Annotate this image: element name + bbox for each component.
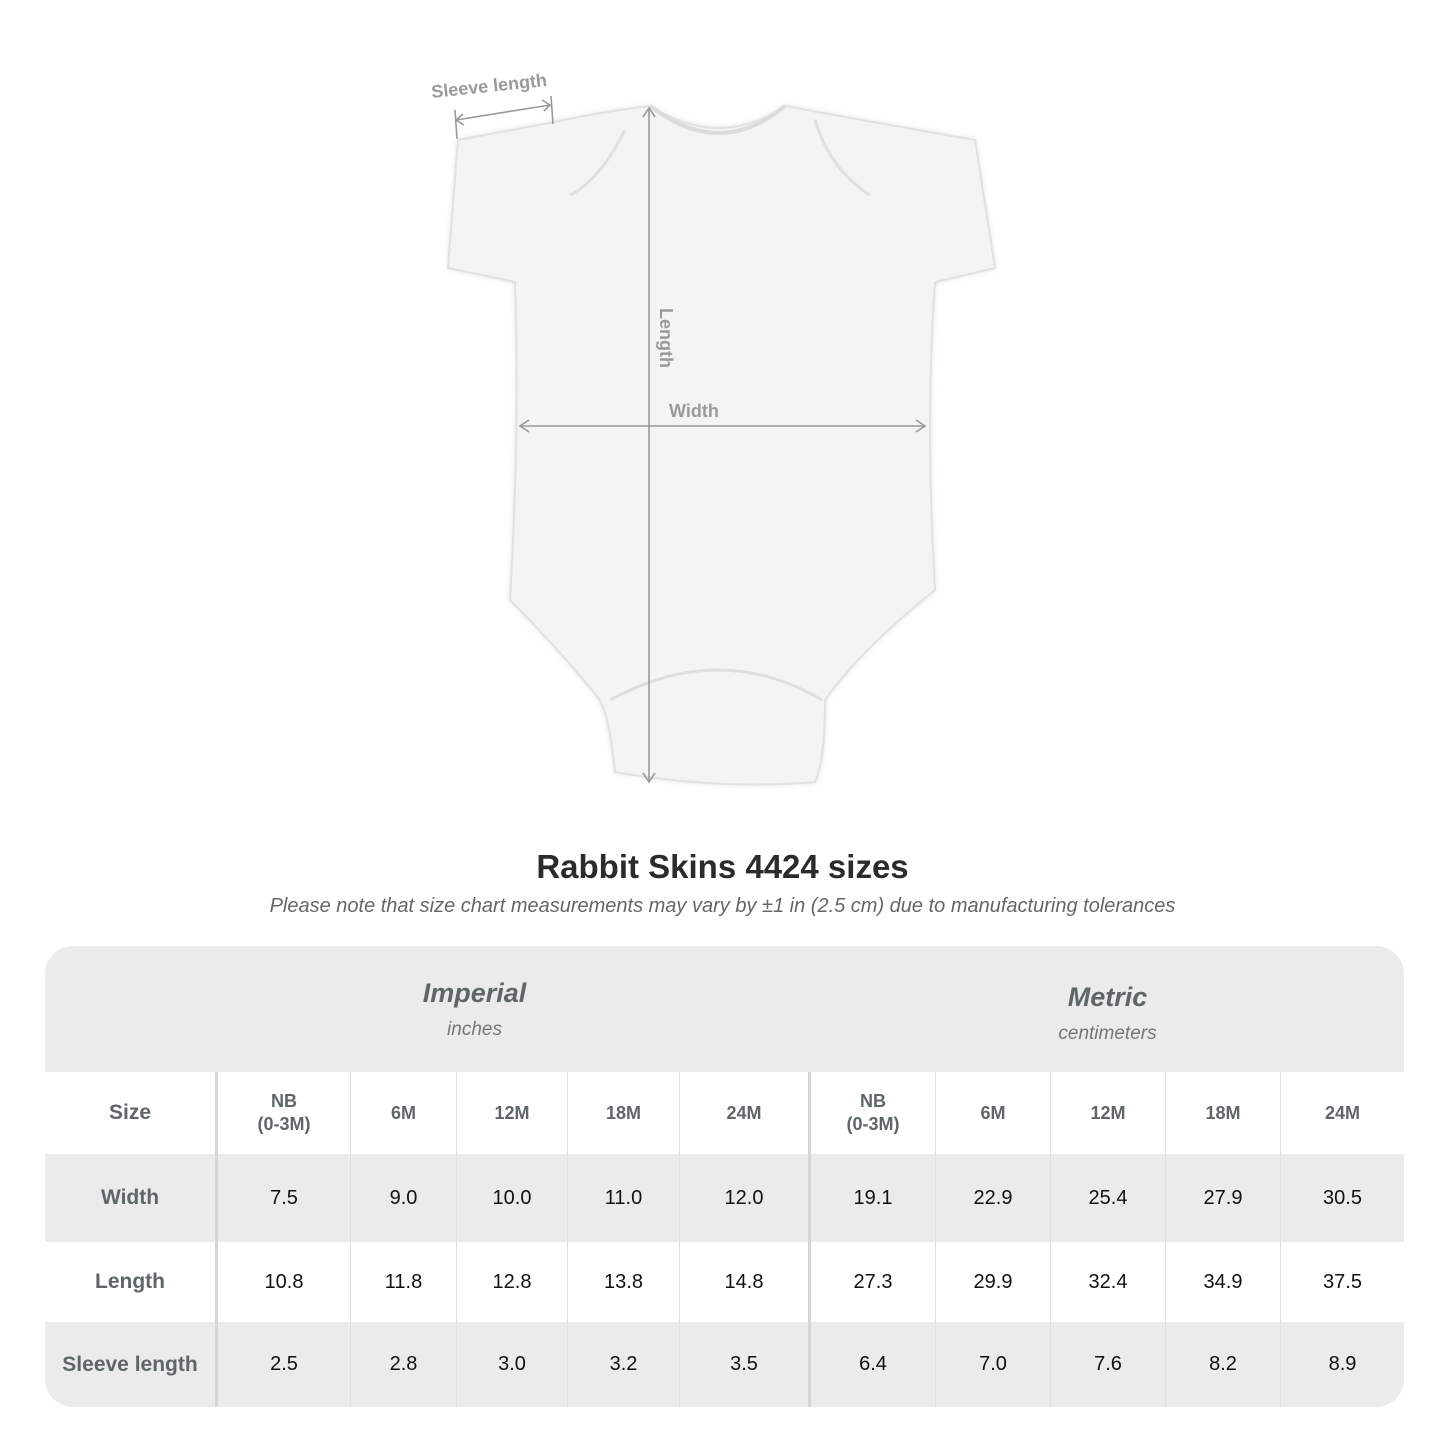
metric-value-cell: 8.9: [1281, 1322, 1404, 1407]
size-chart-table: Imperial inches Metric centimeters Size …: [45, 946, 1404, 1407]
table-row: Width 7.5 9.0 10.0 11.0 12.0 19.1 22.9 25.4 27.9 3…: [45, 1154, 1404, 1242]
metric-label: Metric: [1067, 981, 1148, 1012]
size-name: 24M: [1324, 1102, 1360, 1123]
imperial-value-cell: 12.8: [457, 1242, 568, 1322]
metric-header: Metric centimeters: [811, 946, 1404, 1072]
imperial-size-header: NB (0-3M): [218, 1072, 351, 1154]
width-arrow: [518, 419, 927, 433]
metric-value-cell: 27.9: [1166, 1154, 1281, 1242]
table-row: Length 10.8 11.8 12.8 13.8 14.8 27.3 29.9 32.4 34…: [45, 1242, 1404, 1322]
imperial-label: Imperial: [422, 977, 527, 1008]
size-name: 6M: [390, 1102, 416, 1123]
size-name: 18M: [605, 1102, 641, 1123]
length-label: Length: [656, 308, 676, 368]
metric-value-cell: 27.3: [811, 1242, 936, 1322]
metric-unit: centimeters: [1058, 1022, 1157, 1044]
unit-header-row: Imperial inches Metric centimeters: [45, 946, 1404, 1072]
imperial-value-cell: 9.0: [351, 1154, 457, 1242]
bodysuit-diagram: Sleeve length Length Width: [430, 70, 997, 786]
imperial-size-header: 12M: [457, 1072, 568, 1154]
row-label: Length: [45, 1242, 218, 1322]
metric-value-cell: 30.5: [1281, 1154, 1404, 1242]
metric-value-cell: 37.5: [1281, 1242, 1404, 1322]
size-age-range: (0-3M): [846, 1114, 900, 1134]
page-title: Rabbit Skins 4424 sizes: [536, 848, 909, 885]
metric-value-cell: 22.9: [936, 1154, 1051, 1242]
metric-value-cell: 34.9: [1166, 1242, 1281, 1322]
metric-value-cell: 29.9: [936, 1242, 1051, 1322]
length-arrow: [642, 106, 656, 784]
imperial-value-cell: 3.5: [680, 1322, 811, 1407]
size-name: 24M: [726, 1102, 762, 1123]
imperial-header: Imperial inches: [218, 946, 811, 1072]
size-name: 18M: [1205, 1102, 1241, 1123]
metric-value-cell: 7.6: [1051, 1322, 1166, 1407]
imperial-size-header: 18M: [568, 1072, 680, 1154]
size-label: Size: [45, 1072, 218, 1154]
size-row: Size NB (0-3M) 6M 12M 18M 24M NB (0-3M) 6M 12M 18M…: [45, 1072, 1404, 1154]
size-name: 12M: [494, 1102, 530, 1123]
imperial-size-header: 24M: [680, 1072, 811, 1154]
imperial-size-header: 6M: [351, 1072, 457, 1154]
tolerance-note: Please note that size chart measurements…: [269, 895, 1176, 917]
size-name: 6M: [980, 1102, 1006, 1123]
row-label: Sleeve length: [45, 1322, 218, 1407]
imperial-value-cell: 7.5: [218, 1154, 351, 1242]
size-age-range: (0-3M): [257, 1114, 311, 1134]
imperial-unit: inches: [447, 1018, 502, 1040]
metric-value-cell: 25.4: [1051, 1154, 1166, 1242]
imperial-value-cell: 3.2: [568, 1322, 680, 1407]
metric-value-cell: 32.4: [1051, 1242, 1166, 1322]
imperial-value-cell: 11.8: [351, 1242, 457, 1322]
size-name: 12M: [1090, 1102, 1126, 1123]
imperial-value-cell: 11.0: [568, 1154, 680, 1242]
metric-size-header: NB (0-3M): [811, 1072, 936, 1154]
metric-size-header: 24M: [1281, 1072, 1404, 1154]
imperial-value-cell: 10.0: [457, 1154, 568, 1242]
imperial-value-cell: 14.8: [680, 1242, 811, 1322]
metric-value-cell: 6.4: [811, 1322, 936, 1407]
metric-value-cell: 7.0: [936, 1322, 1051, 1407]
metric-size-header: 6M: [936, 1072, 1051, 1154]
imperial-value-cell: 2.8: [351, 1322, 457, 1407]
sleeve-length-label: Sleeve length: [430, 70, 548, 102]
imperial-value-cell: 10.8: [218, 1242, 351, 1322]
imperial-value-cell: 3.0: [457, 1322, 568, 1407]
sleeve-length-arrow: [454, 95, 554, 140]
size-name: NB: [271, 1091, 297, 1111]
imperial-value-cell: 13.8: [568, 1242, 680, 1322]
row-label: Width: [45, 1154, 218, 1242]
imperial-value-cell: 2.5: [218, 1322, 351, 1407]
metric-value-cell: 19.1: [811, 1154, 936, 1242]
metric-size-header: 18M: [1166, 1072, 1281, 1154]
imperial-value-cell: 12.0: [680, 1154, 811, 1242]
size-name: NB: [860, 1091, 886, 1111]
metric-value-cell: 8.2: [1166, 1322, 1281, 1407]
table-row: Sleeve length 2.5 2.8 3.0 3.2 3.5 6.4 7.0 7.6 8.2…: [45, 1322, 1404, 1407]
bodysuit-shape: [446, 104, 997, 786]
metric-size-header: 12M: [1051, 1072, 1166, 1154]
width-label: Width: [669, 401, 719, 421]
